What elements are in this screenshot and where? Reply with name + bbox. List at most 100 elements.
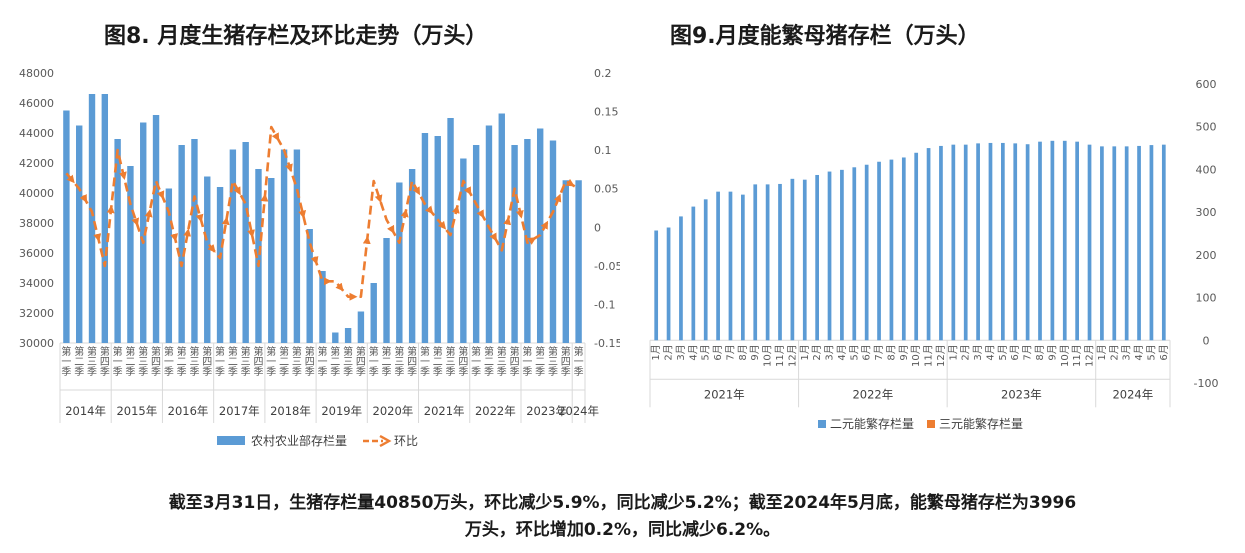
y-right-tick-label: 0.1 <box>594 144 612 157</box>
bar <box>319 271 326 343</box>
category-label: 第一季 <box>164 345 174 378</box>
month-label: 11月 <box>923 344 935 367</box>
year-label: 2014年 <box>65 404 106 418</box>
legend-swatch-bar <box>217 436 245 445</box>
category-label: 第一季 <box>420 345 430 378</box>
bar <box>815 174 819 341</box>
category-label: 第四季 <box>407 345 417 378</box>
month-label: 5月 <box>1145 344 1157 360</box>
bar <box>951 144 956 341</box>
y-tick-label: 200 <box>1196 249 1217 262</box>
month-label: 8月 <box>1034 344 1046 360</box>
category-label: 第三季 <box>138 345 148 378</box>
bar <box>1025 144 1030 341</box>
category-label: 第一季 <box>215 345 225 378</box>
category-label: 第二季 <box>484 345 494 378</box>
y-right-tick-label: 0.2 <box>594 67 612 80</box>
category-label: 第二季 <box>330 345 340 378</box>
bar <box>460 158 467 343</box>
bar <box>1124 146 1129 341</box>
category-label: 第四季 <box>253 345 263 378</box>
category-label: 第三季 <box>292 345 302 378</box>
category-label: 第一季 <box>113 345 123 378</box>
bar <box>127 166 134 343</box>
bar <box>472 145 480 343</box>
category-label: 第三季 <box>394 345 404 378</box>
bar <box>229 149 237 343</box>
bar <box>511 145 518 343</box>
legend-swatch <box>927 420 935 428</box>
y-tick-label: 400 <box>1196 163 1217 176</box>
bar <box>114 139 121 343</box>
month-label: 3月 <box>972 344 984 360</box>
month-label: 6月 <box>861 344 873 360</box>
bar <box>939 145 943 341</box>
bar <box>728 191 733 341</box>
year-label: 2024年 <box>1112 387 1153 401</box>
bar <box>963 144 968 341</box>
month-label: 10月 <box>762 344 774 367</box>
month-label: 2月 <box>960 344 972 360</box>
bar <box>140 122 147 343</box>
y-left-tick-label: 36000 <box>19 247 54 260</box>
category-label: 第一季 <box>61 345 71 378</box>
y-left-tick-label: 34000 <box>19 277 54 290</box>
month-label: 8月 <box>737 344 749 360</box>
bar <box>421 133 429 343</box>
category-label: 第三季 <box>189 345 199 378</box>
month-label: 5月 <box>997 344 1009 360</box>
bar <box>76 125 83 343</box>
bar <box>63 110 70 343</box>
bar <box>666 227 671 341</box>
bar <box>778 183 782 341</box>
category-label: 第二季 <box>535 345 545 378</box>
month-label: 4月 <box>836 344 848 360</box>
month-label: 5月 <box>700 344 712 360</box>
y-left-tick-label: 44000 <box>19 127 54 140</box>
year-label: 2018年 <box>270 404 311 418</box>
bar <box>293 149 301 343</box>
chart-title: 图9.月度能繁母猪存栏（万头） <box>670 24 980 49</box>
bar <box>716 191 720 341</box>
bar <box>280 149 288 343</box>
bar <box>485 125 493 343</box>
month-label: 1月 <box>947 344 959 360</box>
legend-swatch <box>818 420 826 428</box>
month-label: 1月 <box>1096 344 1108 360</box>
bar <box>370 283 377 343</box>
month-label: 3月 <box>824 344 836 360</box>
bar <box>691 206 696 341</box>
bar <box>165 188 173 343</box>
category-label: 第三季 <box>548 345 558 378</box>
year-label: 2020年 <box>373 404 414 418</box>
bar <box>549 140 557 343</box>
chart-panel-right: 图9.月度能繁母猪存栏（万头） -100 0 100 200 300 400 500 600 1… <box>620 0 1245 460</box>
year-label: 2021年 <box>704 387 745 401</box>
y-right-tick-label: 0.05 <box>594 183 619 196</box>
month-label: 12月 <box>1084 344 1096 367</box>
bar <box>753 184 758 341</box>
bar <box>344 328 352 343</box>
bar <box>889 159 894 341</box>
month-label: 7月 <box>724 344 736 360</box>
bar <box>926 148 931 341</box>
bar <box>268 178 275 343</box>
month-label: 3月 <box>675 344 687 360</box>
y-tick-label: 300 <box>1196 206 1217 219</box>
y-left-tick-label: 32000 <box>19 307 54 320</box>
month-label: 2月 <box>1108 344 1120 360</box>
chart-title: 图8. 月度生猪存栏及环比走势（万头） <box>104 24 488 49</box>
y-tick-label: 0 <box>1203 334 1210 347</box>
month-label: 6月 <box>1009 344 1021 360</box>
category-label: 第四季 <box>458 345 468 378</box>
category-label: 第二季 <box>125 345 135 378</box>
bar <box>434 136 441 343</box>
legend-label: 二元能繁存栏量 <box>830 416 914 431</box>
category-label: 第二季 <box>74 345 84 378</box>
category-label: 第四季 <box>561 345 571 378</box>
month-label: 3月 <box>1121 344 1133 360</box>
category-label: 第三季 <box>446 345 456 378</box>
y-left-tick-label: 40000 <box>19 187 54 200</box>
month-label: 11月 <box>774 344 786 367</box>
